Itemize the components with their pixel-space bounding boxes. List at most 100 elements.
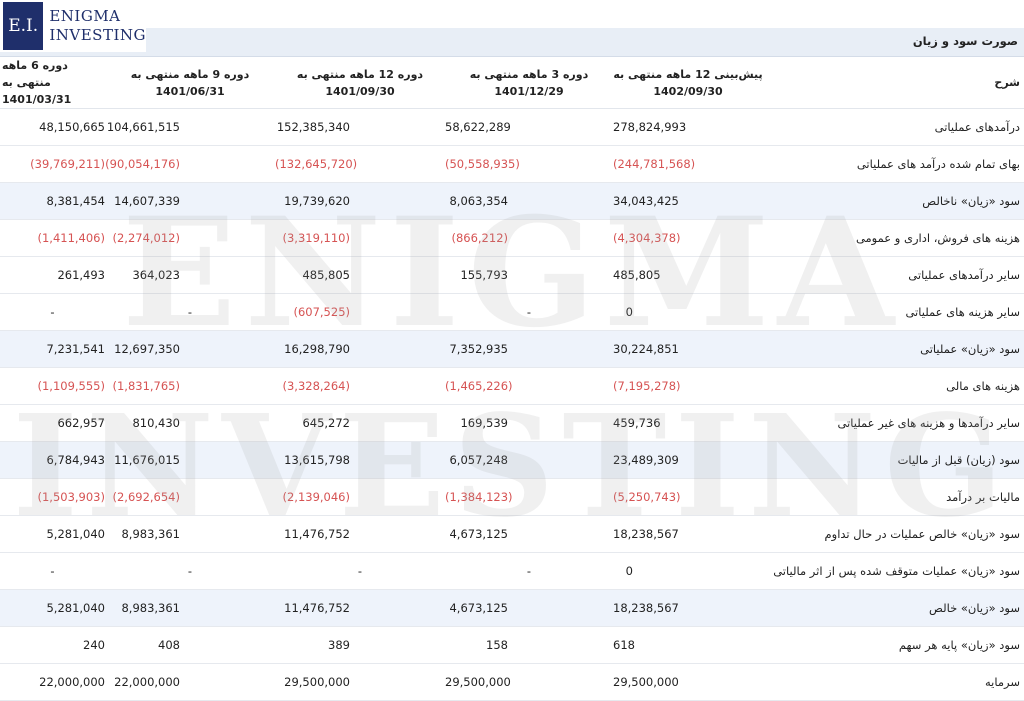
table-row: 48,150,665 104,661,515 152,385,340 58,622,2…: [0, 108, 1024, 146]
cell-value: -: [0, 293, 105, 331]
logo-mark: E.I.: [3, 2, 44, 50]
cell-value: 261,493: [0, 256, 105, 294]
cell-value: (2,692,654): [105, 478, 275, 516]
table-row: 261,493 364,023 485,805 155,793 485,805 سایر …: [0, 256, 1024, 294]
cell-value: 30,224,851: [613, 330, 763, 368]
cell-value: 662,957: [0, 404, 105, 442]
cell-value: 29,500,000: [445, 663, 613, 701]
statement-title: صورت سود و زیان: [912, 34, 1018, 48]
logo-name-line1: ENIGMA: [49, 7, 121, 25]
cell-value: 0: [613, 552, 763, 590]
cell-value: 8,381,454: [0, 182, 105, 220]
cell-value: 169,539: [445, 404, 613, 442]
row-label: بهای تمام شده درآمد های عملیاتی: [763, 145, 1024, 183]
cell-value: 152,385,340: [275, 108, 445, 146]
table-row: 5,281,040 8,983,361 11,476,752 4,673,125 18,…: [0, 515, 1024, 553]
table-row: (1,411,406) (2,274,012) (3,319,110) (866,21…: [0, 219, 1024, 257]
col-header-6m: دوره 6 ماهه منتهی به 1401/03/31: [0, 57, 105, 109]
cell-value: (5,250,743): [613, 478, 763, 516]
cell-value: (3,328,264): [275, 367, 445, 405]
cell-value: 5,281,040: [0, 515, 105, 553]
cell-value: 4,673,125: [445, 515, 613, 553]
row-label: سرمایه: [763, 663, 1024, 701]
row-label: سایر درآمدها و هزینه های غیر عملیاتی: [763, 404, 1024, 442]
col-header-3m: دوره 3 ماهه منتهی به 1401/12/29: [445, 57, 613, 109]
cell-value: 4,673,125: [445, 589, 613, 627]
cell-value: 485,805: [275, 256, 445, 294]
cell-value: (90,054,176): [105, 145, 275, 183]
statement-title-bar: صورت سود و زیان: [0, 28, 1024, 57]
row-label: سود «زیان» پایه هر سهم: [763, 626, 1024, 664]
table-row: - - (607,525) -0 سایر هزینه های عملیاتی: [0, 293, 1024, 331]
table-row: 5,281,040 8,983,361 11,476,752 4,673,125 18,…: [0, 589, 1024, 627]
row-label: سود «زیان» عملیاتی: [763, 330, 1024, 368]
row-label: سود «زیان» عملیات متوقف شده پس از اثر ما…: [763, 552, 1024, 590]
cell-value: 29,500,000: [275, 663, 445, 701]
cell-value: (132,645,720): [275, 145, 445, 183]
cell-value: 34,043,425: [613, 182, 763, 220]
cell-value: 18,238,567: [613, 589, 763, 627]
cell-value: (3,319,110): [275, 219, 445, 257]
cell-value: (2,274,012): [105, 219, 275, 257]
cell-value: (1,411,406): [0, 219, 105, 257]
col-header-forecast: پیش‌بینی 12 ماهه منتهی به 1402/09/30: [613, 57, 763, 109]
cell-value: (244,781,568): [613, 145, 763, 183]
cell-value: 618: [613, 626, 763, 664]
logo-name: ENIGMA INVESTING: [49, 7, 146, 45]
cell-value: (607,525): [275, 293, 445, 331]
cell-value: 278,824,993: [613, 108, 763, 146]
row-label: سایر هزینه های عملیاتی: [763, 293, 1024, 331]
cell-value: 158: [445, 626, 613, 664]
cell-value: -: [445, 293, 613, 331]
cell-value: 19,739,620: [275, 182, 445, 220]
cell-value: (1,109,555): [0, 367, 105, 405]
table-row: 7,231,541 12,697,350 16,298,790 7,352,935 30…: [0, 330, 1024, 368]
table-row: 240 408 389 158 618 سود «زیان» پایه هر سهم: [0, 626, 1024, 664]
cell-value: 8,063,354: [445, 182, 613, 220]
cell-value: 240: [0, 626, 105, 664]
table-row: 8,381,454 14,607,339 19,739,620 8,063,354 34…: [0, 182, 1024, 220]
cell-value: 48,150,665: [0, 108, 105, 146]
cell-value: 11,476,752: [275, 589, 445, 627]
cell-value: 364,023: [105, 256, 275, 294]
cell-value: 14,607,339: [105, 182, 275, 220]
cell-value: 389: [275, 626, 445, 664]
cell-value: (1,503,903): [0, 478, 105, 516]
cell-value: 8,983,361: [105, 589, 275, 627]
income-statement-table: دوره 6 ماهه منتهی به 1401/03/31 دوره 9 م…: [0, 57, 1024, 701]
cell-value: 6,057,248: [445, 441, 613, 479]
cell-value: 7,231,541: [0, 330, 105, 368]
col-header-9m: دوره 9 ماهه منتهی به 1401/06/31: [105, 57, 275, 109]
cell-value: (50,558,935): [445, 145, 613, 183]
table-row: (39,769,211) (90,054,176) (132,645,720) (50…: [0, 145, 1024, 183]
cell-value: 22,000,000: [0, 663, 105, 701]
cell-value: (4,304,378): [613, 219, 763, 257]
col-header-12m: دوره 12 ماهه منتهی به 1401/09/30: [275, 57, 445, 109]
cell-value: 16,298,790: [275, 330, 445, 368]
cell-value: -: [105, 552, 275, 590]
cell-value: 58,622,289: [445, 108, 613, 146]
col-header-description: شرح: [763, 57, 1024, 109]
table-row: 662,957 810,430 645,272 169,539 459,736 سایر …: [0, 404, 1024, 442]
row-label: هزینه های فروش، اداری و عمومی: [763, 219, 1024, 257]
cell-value: 645,272: [275, 404, 445, 442]
cell-value: 459,736: [613, 404, 763, 442]
cell-value: 7,352,935: [445, 330, 613, 368]
cell-value: 6,784,943: [0, 441, 105, 479]
cell-value: 104,661,515: [105, 108, 275, 146]
cell-value: -: [105, 293, 275, 331]
cell-value: 18,238,567: [613, 515, 763, 553]
cell-value: 11,476,752: [275, 515, 445, 553]
row-label: سود «زیان» ناخالص: [763, 182, 1024, 220]
table-row: 6,784,943 11,676,015 13,615,798 6,057,248 23…: [0, 441, 1024, 479]
row-label: سود «زیان» خالص: [763, 589, 1024, 627]
table-row: (1,503,903) (2,692,654) (2,139,046) (1,384,…: [0, 478, 1024, 516]
brand-logo: E.I. ENIGMA INVESTING: [0, 0, 146, 52]
logo-name-line2: INVESTING: [49, 26, 146, 44]
cell-value: 810,430: [105, 404, 275, 442]
cell-value: (866,212): [445, 219, 613, 257]
table-row: - - - -0 سود «زیان» عملیات متوقف شده پس از ا…: [0, 552, 1024, 590]
cell-value: 12,697,350: [105, 330, 275, 368]
cell-value: 29,500,000: [613, 663, 763, 701]
cell-value: 5,281,040: [0, 589, 105, 627]
